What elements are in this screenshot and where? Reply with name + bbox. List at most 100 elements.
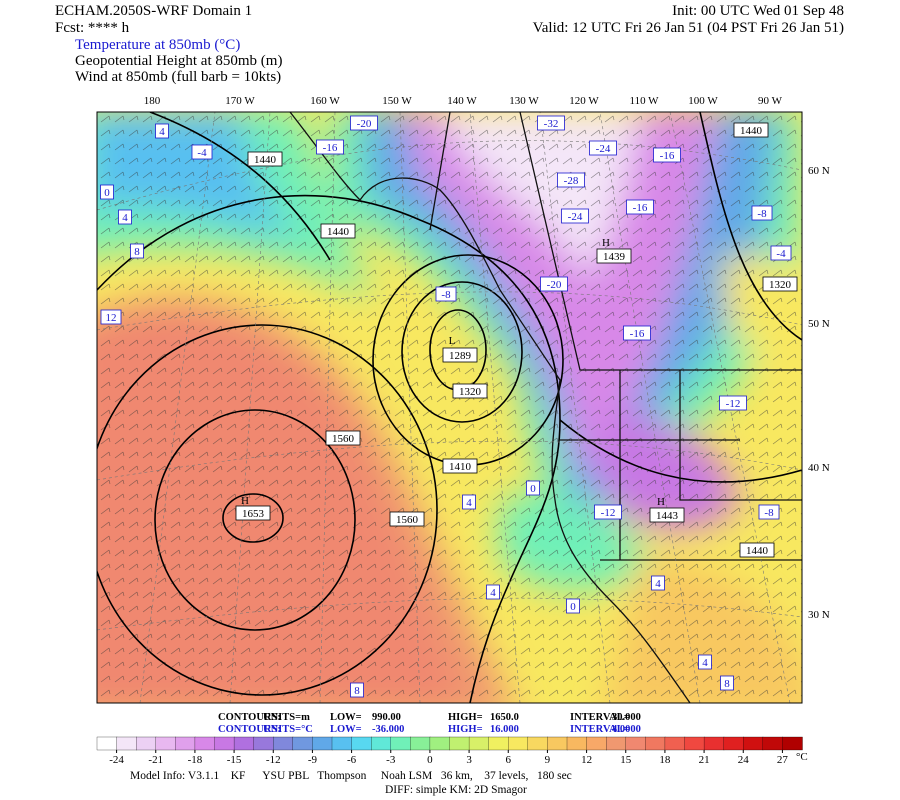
height-label: 1440: [746, 545, 769, 557]
colorbar-tick-label: 12: [581, 754, 592, 766]
lon-label: 130 W: [509, 95, 539, 107]
temp-label: 0: [570, 601, 576, 613]
height-label: 1653: [242, 508, 265, 520]
temp-label: -20: [357, 118, 372, 130]
contour-info: 30.000: [612, 712, 641, 723]
label-box: [526, 480, 540, 496]
center-label: L: [449, 335, 456, 347]
colorbar-swatch: [723, 736, 744, 751]
colorbar-swatch: [155, 736, 176, 751]
graticule: [97, 112, 802, 703]
label-box: [653, 147, 681, 163]
colorbar-swatch: [762, 736, 784, 751]
label-box: [623, 325, 651, 341]
contour-info: CONTOURS:: [218, 724, 281, 735]
label-box: [719, 395, 747, 411]
field-height: Geopotential Height at 850mb (m): [75, 53, 283, 69]
colorbar-tick-label: -6: [347, 754, 357, 766]
lat-label: 60 N: [808, 165, 830, 177]
label-box: [751, 205, 773, 221]
height-label: 1440: [254, 154, 277, 166]
height-label: 1440: [327, 226, 350, 238]
label-box: [594, 504, 622, 520]
colorbar-swatch: [390, 736, 411, 751]
temp-label: -4: [776, 248, 786, 260]
label-box: [758, 504, 780, 520]
colorbar-swatch: [371, 736, 392, 751]
contour-info: UNITS=m: [263, 712, 310, 723]
colorbar-swatch: [253, 736, 274, 751]
label-box: [316, 139, 344, 155]
label-box: [762, 276, 798, 292]
colorbar-swatch: [782, 736, 803, 751]
colorbar-tick-label: -15: [227, 754, 242, 766]
label-box: [770, 245, 792, 261]
label-box: [462, 494, 476, 510]
contour-info: LOW=: [330, 712, 362, 723]
temp-label: -8: [764, 507, 774, 519]
forecast-hour: Fcst: **** h: [55, 20, 130, 36]
colorbar-swatch: [468, 736, 490, 751]
colorbar-tick-label: 21: [699, 754, 710, 766]
temp-label: 4: [122, 212, 128, 224]
temp-label: -32: [544, 118, 559, 130]
colorbar-swatch: [527, 736, 549, 751]
label-box: [118, 209, 132, 225]
colorbar-swatch: [703, 736, 725, 751]
lat-label: 30 N: [808, 609, 830, 621]
colorbar-swatch: [586, 736, 607, 751]
lon-label: 90 W: [758, 95, 783, 107]
colorbar-swatch: [645, 736, 666, 751]
colorbar-swatch: [566, 736, 588, 751]
colorbar-tick-label: 15: [620, 754, 632, 766]
height-label: 1439: [603, 251, 626, 263]
colorbar-swatch: [273, 736, 294, 751]
colorbar-tick-label: -24: [109, 754, 124, 766]
label-box: [130, 243, 144, 259]
label-box: [389, 511, 425, 527]
label-box: [557, 172, 585, 188]
colorbar-tick-label: -18: [188, 754, 203, 766]
colorbar-swatch: [331, 736, 353, 751]
height-label: 1440: [740, 125, 763, 137]
colorbar-tick-label: 6: [506, 754, 512, 766]
label-box: [100, 309, 122, 325]
field-wind: Wind at 850mb (full barb = 10kts): [75, 69, 282, 85]
label-box: [325, 430, 361, 446]
colorbar-tick-label: 9: [545, 754, 551, 766]
lat-label: 50 N: [808, 318, 830, 330]
colorbar-swatch: [684, 736, 705, 751]
colorbar-swatch: [488, 736, 509, 751]
label-box: [739, 542, 775, 558]
label-box: [733, 122, 769, 138]
contour-info: 990.00: [372, 712, 401, 723]
colorbar-swatch: [410, 736, 431, 751]
colorbar-swatch: [547, 736, 568, 751]
temp-label: -16: [633, 202, 648, 214]
lon-label: 120 W: [569, 95, 599, 107]
temp-label: -4: [197, 147, 207, 159]
label-box: [350, 115, 378, 131]
temp-label: 0: [104, 187, 110, 199]
temp-label: 0: [530, 483, 536, 495]
colorbar-swatch: [175, 736, 196, 751]
temp-label: -24: [568, 211, 583, 223]
contour-info: LOW=: [330, 724, 362, 735]
colorbar-tick-label: -9: [308, 754, 318, 766]
colorbar-tick-label: 18: [659, 754, 671, 766]
center-label: H: [602, 237, 610, 249]
temp-label: -16: [660, 150, 675, 162]
label-box: [442, 347, 478, 363]
temp-label: 8: [724, 678, 730, 690]
temp-label: -28: [564, 175, 579, 187]
label-box: [435, 286, 457, 302]
lon-label: 150 W: [382, 95, 412, 107]
label-box: [350, 682, 364, 698]
temp-label: -16: [323, 142, 338, 154]
colorbar-swatch: [116, 736, 137, 751]
center-label: H: [241, 495, 249, 507]
label-box: [100, 184, 114, 200]
label-box: [651, 575, 665, 591]
lon-label: 170 W: [225, 95, 255, 107]
